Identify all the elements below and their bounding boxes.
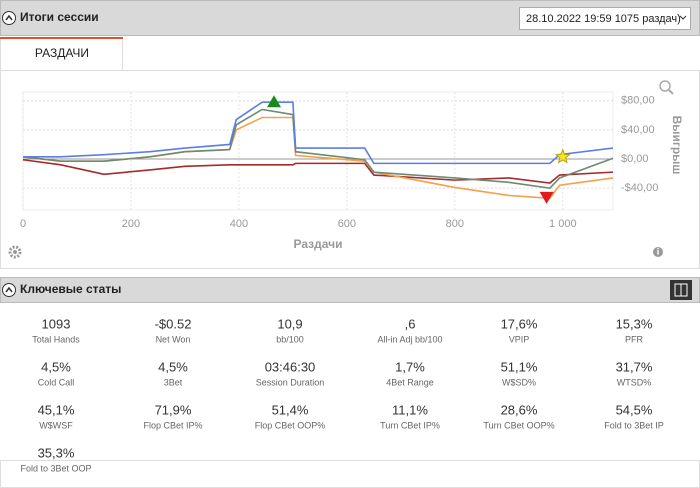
stat-label: bb/100 — [276, 334, 304, 344]
series-line — [23, 101, 614, 165]
stat-value: 71,9% — [155, 402, 192, 417]
stat-label: Total Hands — [32, 334, 80, 344]
stat-label: Flop CBet IP% — [143, 420, 202, 430]
stats-title: Ключевые статы — [20, 282, 121, 296]
stats-collapse-button[interactable] — [2, 283, 16, 297]
stat-value: 45,1% — [38, 402, 75, 417]
x-tick-label: 0 — [20, 218, 26, 230]
stat-value: 51,4% — [272, 402, 309, 417]
info-icon[interactable] — [653, 247, 663, 257]
settings-icon[interactable] — [8, 245, 22, 259]
stat-value: 03:46:30 — [265, 359, 316, 374]
session-dropdown[interactable] — [519, 7, 691, 30]
stat-value: 4,5% — [41, 359, 71, 374]
y-axis-label: Выигрыш — [670, 116, 684, 175]
stat-label: Session Duration — [256, 377, 325, 387]
stat-value: 15,3% — [616, 316, 653, 331]
dropdown-arrow — [679, 15, 687, 20]
plot: $80,00 $40,00 $0,00 -$40,00 0 200 400 600 800 1 0… — [20, 91, 658, 230]
y-tick-label: $80,00 — [621, 95, 655, 107]
tab[interactable] — [0, 37, 123, 71]
layout-button[interactable] — [670, 280, 692, 300]
stat-value: 54,5% — [616, 402, 653, 417]
stat-value: 10,9 — [277, 316, 302, 331]
x-tick-label: 200 — [122, 218, 140, 230]
session-label: 28.10.2022 19:59 1075 раздач) — [526, 13, 681, 25]
stat-label: Fold to 3Bet OOP — [20, 463, 91, 473]
chart-panel — [0, 70, 700, 269]
stat-label: Fold to 3Bet IP — [604, 420, 664, 430]
stat-label: All-in Adj bb/100 — [377, 334, 442, 344]
stat-label: 4Bet Range — [386, 377, 434, 387]
stat-label: Net Won — [156, 334, 191, 344]
stat-value: 35,3% — [38, 445, 75, 460]
stat-value: 1,7% — [395, 359, 425, 374]
stat-label: 3Bet — [164, 377, 183, 387]
stat-value: 28,6% — [501, 402, 538, 417]
stat-value: 31,7% — [616, 359, 653, 374]
stat-label: Turn CBet OOP% — [483, 420, 554, 430]
plot-area — [22, 91, 614, 211]
stats-bar — [0, 277, 700, 303]
y-tick-label: -$40,00 — [621, 182, 658, 194]
x-axis-label: Раздачи — [294, 237, 343, 251]
x-tick-label: 600 — [338, 218, 356, 230]
stat-value: 17,6% — [501, 316, 538, 331]
stats-grid: 1093 Total Hands -$0.52 Net Won 10,9 bb/100 ,6… — [20, 316, 663, 473]
marker — [554, 148, 571, 164]
stat-label: WTSD% — [617, 377, 652, 387]
zoom-icon[interactable] — [659, 80, 674, 95]
x-tick-label: 800 — [446, 218, 464, 230]
stat-value: 51,1% — [501, 359, 538, 374]
stat-value: 11,1% — [392, 402, 428, 417]
y-tick-label: $40,00 — [621, 124, 655, 136]
stat-label: PFR — [625, 334, 644, 344]
header-title: Итоги сессии — [20, 10, 99, 24]
stat-label: W$SD% — [502, 377, 536, 387]
marker — [539, 191, 554, 204]
tab-label: РАЗДАЧИ — [35, 46, 89, 60]
stat-label: W$WSF — [39, 420, 73, 430]
collapse-button[interactable] — [2, 11, 16, 25]
stat-value: ,6 — [405, 316, 416, 331]
stat-value: 1093 — [42, 316, 71, 331]
tab-indicator — [0, 37, 123, 39]
x-tick-label: 400 — [230, 218, 248, 230]
stat-label: Flop CBet OOP% — [255, 420, 326, 430]
stat-label: Turn CBet IP% — [380, 420, 440, 430]
y-tick-label: $0,00 — [621, 153, 649, 165]
series-line — [22, 158, 614, 184]
x-tick-label: 1 000 — [549, 218, 577, 230]
marker — [267, 95, 282, 108]
stat-label: Cold Call — [38, 377, 75, 387]
stat-value: 4,5% — [158, 359, 188, 374]
stat-label: VPIP — [509, 334, 530, 344]
stat-value: -$0.52 — [155, 316, 192, 331]
